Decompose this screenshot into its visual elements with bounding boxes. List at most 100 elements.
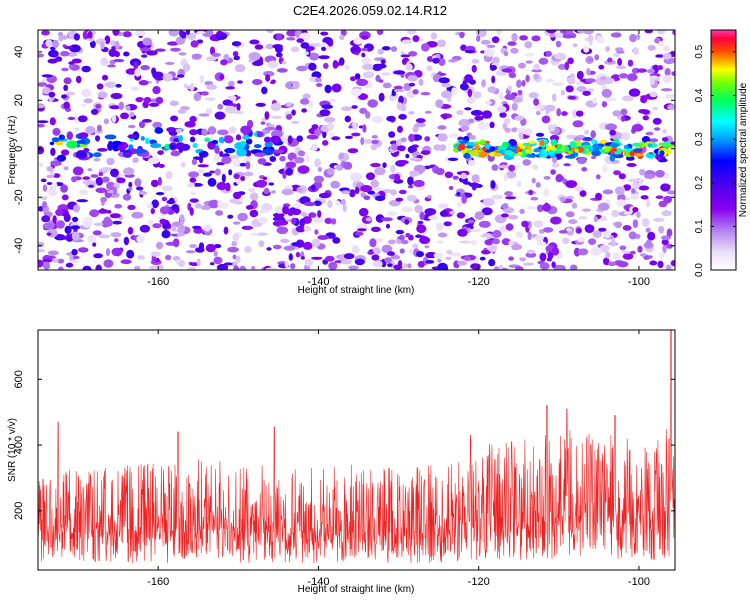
heatmap-cell bbox=[189, 115, 197, 123]
heatmap-cell bbox=[281, 188, 294, 196]
heatmap-cell bbox=[661, 210, 672, 217]
heatmap-cell bbox=[522, 262, 535, 266]
heatmap-cell bbox=[460, 83, 469, 91]
heatmap-cell bbox=[68, 260, 80, 264]
heatmap-cell bbox=[57, 258, 65, 264]
heatmap-cell bbox=[330, 218, 337, 225]
heatmap-cell bbox=[175, 142, 185, 150]
heatmap-cell bbox=[561, 237, 570, 245]
heatmap-cell bbox=[314, 229, 319, 235]
heatmap-cell bbox=[106, 157, 115, 166]
heatmap-cell bbox=[196, 30, 206, 34]
colorbar-label: Normalized spectral amplitude bbox=[738, 82, 749, 217]
heatmap-cell bbox=[286, 30, 298, 37]
heatmap-cell bbox=[460, 44, 467, 51]
heatmap-cell bbox=[303, 225, 311, 232]
heatmap-cell bbox=[620, 108, 628, 116]
heatmap-cell bbox=[190, 40, 199, 48]
snr-x-tick-label: -160 bbox=[147, 576, 169, 588]
heatmap-cell bbox=[505, 196, 517, 200]
heatmap-cell bbox=[498, 265, 504, 270]
heatmap-cell bbox=[390, 46, 398, 52]
heatmap-cell bbox=[603, 257, 610, 265]
heatmap-cell bbox=[305, 154, 310, 163]
heatmap-cell-bright bbox=[478, 151, 488, 158]
heatmap-cell bbox=[318, 192, 331, 199]
heatmap-cell bbox=[63, 101, 70, 110]
heatmap-cell bbox=[216, 30, 224, 37]
heatmap-cell bbox=[157, 150, 164, 156]
heatmap-cell bbox=[151, 255, 157, 262]
heatmap-cell bbox=[545, 30, 557, 34]
heatmap-cell bbox=[536, 204, 544, 213]
colorbar-tick-label: 0.3 bbox=[694, 132, 705, 146]
heatmap-cell bbox=[535, 132, 545, 137]
heatmap-cell bbox=[77, 115, 88, 123]
heatmap-cell bbox=[365, 217, 372, 222]
heatmap-cell bbox=[441, 90, 452, 99]
heatmap-cell bbox=[41, 30, 50, 36]
heatmap-cell bbox=[457, 228, 468, 237]
heatmap-cell bbox=[265, 74, 271, 82]
heatmap-cell bbox=[313, 216, 324, 224]
heatmap-cell bbox=[218, 136, 225, 144]
heatmap-cell bbox=[646, 69, 655, 74]
colorbar-tick-label: 0.1 bbox=[694, 219, 705, 233]
heatmap-cell bbox=[568, 219, 578, 225]
heatmap-cell bbox=[347, 148, 359, 154]
heatmap-cell bbox=[335, 200, 341, 206]
heatmap-cell bbox=[354, 258, 365, 266]
heatmap-cell bbox=[70, 225, 81, 230]
heatmap-panel: -160 -140 -120 -100 -40 -20 0 20 40 Height of s… bbox=[7, 29, 676, 296]
heatmap-cell bbox=[48, 49, 59, 58]
heatmap-cell bbox=[231, 41, 242, 47]
heatmap-cell bbox=[154, 48, 166, 52]
heatmap-x-tick-label: -120 bbox=[468, 276, 490, 288]
heatmap-cell bbox=[498, 92, 504, 101]
heatmap-cell bbox=[159, 206, 170, 215]
heatmap-cell bbox=[75, 127, 80, 131]
heatmap-cell bbox=[214, 244, 222, 249]
colorbar-tick-label: 0.5 bbox=[694, 44, 705, 58]
heatmap-cell bbox=[224, 135, 234, 144]
heatmap-cell bbox=[481, 110, 493, 119]
heatmap-cell bbox=[613, 170, 621, 176]
heatmap-cell bbox=[302, 93, 311, 100]
heatmap-cell bbox=[361, 52, 366, 58]
snr-y-tick-label: 600 bbox=[13, 370, 25, 388]
heatmap-cell bbox=[198, 150, 209, 158]
heatmap-cell bbox=[189, 207, 194, 216]
heatmap-cell bbox=[664, 172, 670, 179]
heatmap-cell bbox=[552, 156, 558, 164]
heatmap-cell bbox=[110, 168, 119, 178]
heatmap-cell bbox=[309, 52, 320, 61]
heatmap-cell bbox=[42, 222, 55, 230]
heatmap-cell bbox=[641, 218, 650, 227]
heatmap-cell bbox=[154, 127, 164, 134]
heatmap-cell bbox=[276, 68, 288, 73]
heatmap-cell bbox=[456, 212, 466, 219]
heatmap-cell bbox=[584, 129, 590, 135]
heatmap-cell bbox=[504, 94, 516, 101]
heatmap-cell bbox=[127, 226, 134, 235]
heatmap-cell bbox=[258, 240, 265, 248]
heatmap-cell bbox=[257, 158, 267, 165]
heatmap-cell bbox=[655, 195, 664, 199]
heatmap-cell bbox=[534, 234, 544, 242]
heatmap-cell bbox=[256, 232, 269, 236]
heatmap-cell bbox=[533, 63, 541, 71]
heatmap-cell bbox=[93, 222, 105, 226]
heatmap-cell bbox=[175, 36, 186, 45]
heatmap-cell bbox=[180, 161, 186, 168]
heatmap-cell bbox=[92, 242, 97, 247]
heatmap-cell bbox=[480, 39, 491, 45]
heatmap-cell bbox=[397, 236, 403, 240]
heatmap-cell bbox=[486, 44, 496, 49]
heatmap-cell bbox=[444, 171, 454, 179]
heatmap-cell bbox=[192, 183, 203, 187]
heatmap-cell bbox=[120, 112, 129, 120]
heatmap-cell bbox=[468, 159, 476, 167]
heatmap-cell bbox=[72, 216, 79, 223]
heatmap-cell bbox=[69, 44, 81, 53]
heatmap-cell bbox=[469, 135, 476, 140]
